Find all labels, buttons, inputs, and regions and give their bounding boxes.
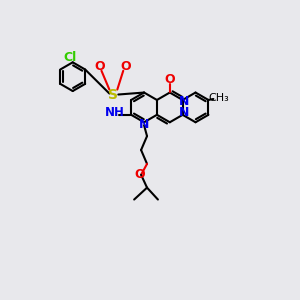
- Text: O: O: [135, 168, 146, 181]
- Text: CH₃: CH₃: [208, 93, 229, 103]
- Text: O: O: [164, 73, 175, 86]
- Text: S: S: [108, 88, 118, 101]
- Text: N: N: [139, 118, 149, 131]
- Text: Cl: Cl: [63, 51, 76, 64]
- Text: NH: NH: [104, 106, 124, 119]
- Text: N: N: [178, 95, 189, 108]
- Text: N: N: [178, 106, 189, 119]
- Text: O: O: [120, 60, 130, 73]
- Text: O: O: [94, 60, 105, 73]
